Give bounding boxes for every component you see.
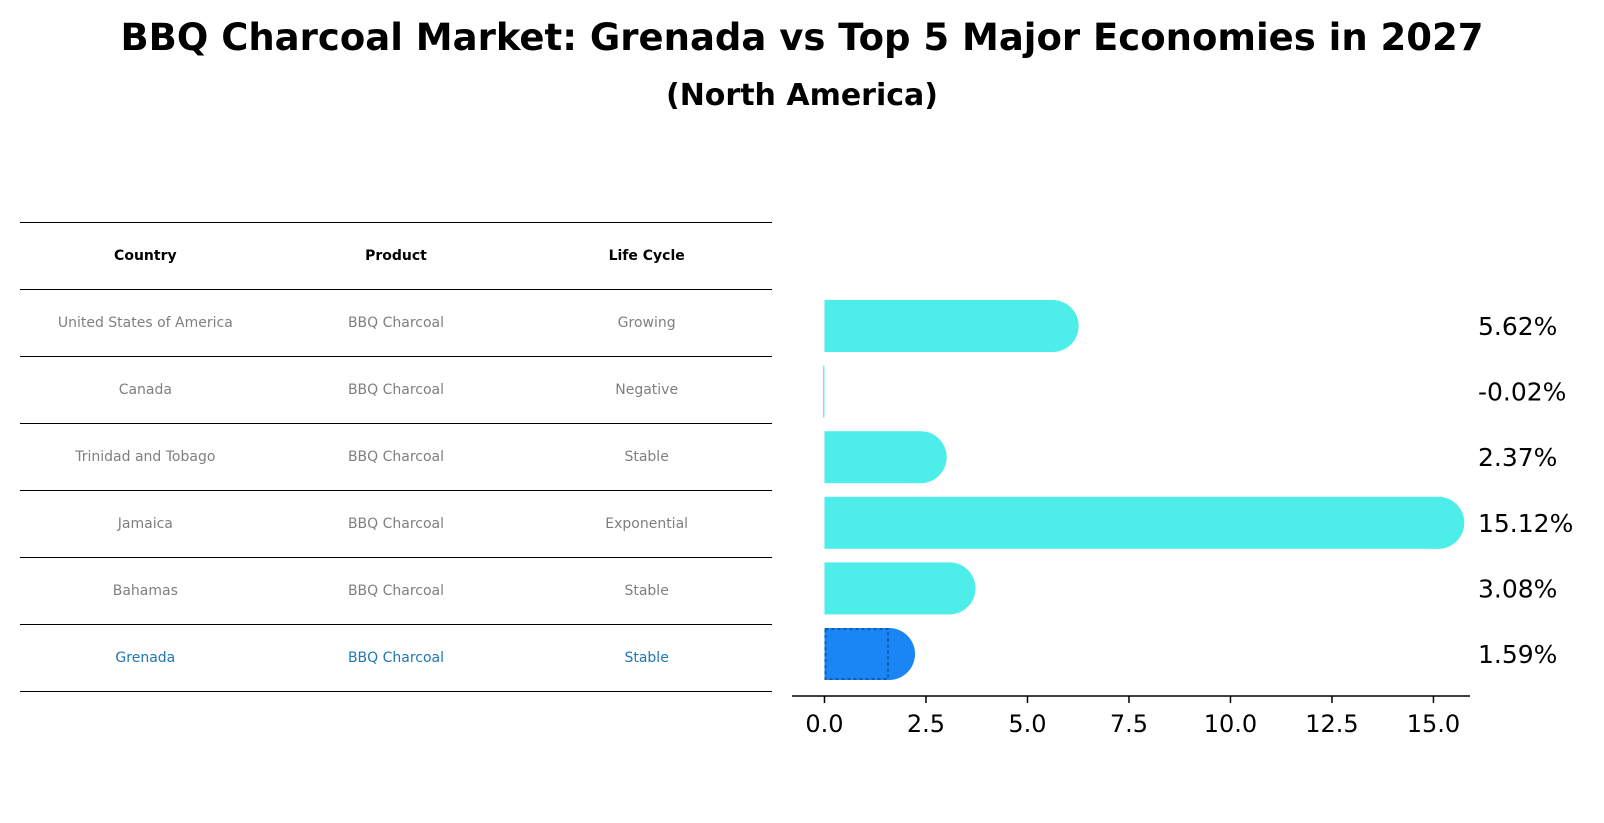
- cell-life-cycle: Growing: [521, 289, 772, 357]
- cell-country: United States of America: [20, 289, 271, 357]
- value-label: 1.59%: [1478, 640, 1557, 669]
- table-row: Trinidad and Tobago BBQ Charcoal Stable: [20, 423, 772, 491]
- bar-highlight-outline: [824, 628, 890, 680]
- table-row: Bahamas BBQ Charcoal Stable: [20, 557, 772, 625]
- table-row: Canada BBQ Charcoal Negative: [20, 356, 772, 424]
- header-life-cycle: Life Cycle: [521, 222, 772, 290]
- value-label: 3.08%: [1478, 574, 1557, 603]
- bar-jamaica: [824, 496, 1439, 549]
- cell-life-cycle: Stable: [521, 624, 772, 692]
- market-table-grid: Country Product Life Cycle United States…: [20, 222, 772, 692]
- table-row: Jamaica BBQ Charcoal Exponential: [20, 490, 772, 558]
- cell-country: Grenada: [20, 624, 271, 692]
- cell-life-cycle: Exponential: [521, 490, 772, 558]
- chart-title: BBQ Charcoal Market: Grenada vs Top 5 Ma…: [120, 16, 1484, 59]
- table-row-highlight: Grenada BBQ Charcoal Stable: [20, 624, 772, 692]
- value-label: 2.37%: [1478, 443, 1557, 472]
- x-tick-label: 2.5: [907, 710, 945, 738]
- value-label: 15.12%: [1478, 509, 1573, 538]
- cell-country: Canada: [20, 356, 271, 424]
- table-header-row: Country Product Life Cycle: [20, 222, 772, 290]
- chart-subtitle: (North America): [665, 78, 938, 113]
- header-country: Country: [20, 222, 271, 290]
- x-tick-label: 5.0: [1008, 710, 1046, 738]
- cell-life-cycle: Stable: [521, 423, 772, 491]
- cell-country: Jamaica: [20, 490, 271, 558]
- value-label: 5.62%: [1478, 312, 1557, 341]
- x-tick-label: 10.0: [1204, 710, 1257, 738]
- cell-product: BBQ Charcoal: [270, 490, 522, 558]
- bar-united-states-of-america: [824, 300, 1053, 352]
- table-row: United States of America BBQ Charcoal Gr…: [20, 289, 772, 357]
- bar-cap-bahamas: [923, 562, 976, 615]
- cell-product: BBQ Charcoal: [270, 624, 522, 692]
- bar-cap-trinidad-and-tobago: [894, 431, 947, 484]
- header-product: Product: [270, 222, 522, 290]
- bar-canada: [823, 365, 825, 418]
- x-tick-label: 12.5: [1305, 710, 1358, 738]
- cell-product: BBQ Charcoal: [270, 356, 522, 424]
- bar-cap-grenada: [863, 628, 916, 680]
- cell-product: BBQ Charcoal: [270, 289, 522, 357]
- value-label: -0.02%: [1478, 378, 1566, 407]
- bar-cap-jamaica: [1412, 496, 1465, 549]
- cell-life-cycle: Stable: [521, 557, 772, 625]
- market-table: Country Product Life Cycle United States…: [20, 222, 772, 692]
- bar-cap-united-states-of-america: [1026, 300, 1079, 352]
- cell-country: Bahamas: [20, 557, 271, 625]
- x-tick-label: 0.0: [805, 710, 843, 738]
- cell-life-cycle: Negative: [521, 356, 772, 424]
- cell-country: Trinidad and Tobago: [20, 423, 271, 491]
- x-tick-label: 15.0: [1407, 710, 1460, 738]
- x-tick-label: 7.5: [1110, 710, 1148, 738]
